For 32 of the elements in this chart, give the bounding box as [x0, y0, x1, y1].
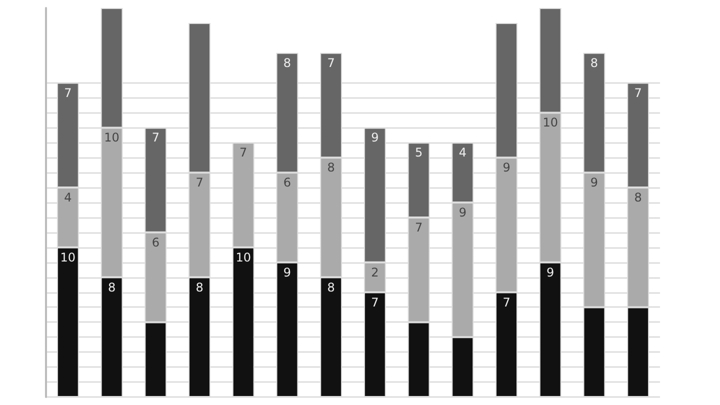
- data-label: 2: [371, 265, 379, 280]
- data-label: 9: [371, 130, 379, 145]
- data-label: 6: [283, 176, 292, 190]
- data-label: 8: [283, 56, 292, 70]
- data-label: 7: [152, 130, 160, 145]
- data-label: 7: [414, 220, 423, 234]
- data-label: 9: [502, 160, 510, 175]
- data-label: 8: [327, 160, 335, 175]
- data-label: 5: [414, 146, 423, 160]
- data-label: 8: [634, 190, 642, 205]
- data-label: 10: [60, 250, 76, 264]
- data-label: 9: [283, 265, 292, 280]
- data-label: 9: [590, 176, 598, 190]
- data-label: 7: [502, 295, 510, 310]
- data-label: 10: [542, 116, 558, 130]
- data-label: 7: [196, 176, 204, 190]
- data-label: 8: [108, 280, 116, 294]
- data-label: 6: [152, 235, 160, 250]
- data-label: 8: [590, 56, 598, 70]
- data-label: 10: [104, 130, 120, 145]
- data-label: 7: [240, 146, 248, 160]
- data-label: 8: [196, 280, 204, 294]
- data-label: 8: [327, 280, 335, 294]
- data-label: 7: [634, 86, 642, 100]
- data-label: 9: [458, 206, 466, 220]
- data-label: 9: [546, 265, 554, 280]
- data-label: 7: [64, 86, 72, 100]
- data-label: 4: [64, 190, 72, 205]
- data-label: 7: [371, 295, 379, 310]
- data-label: 10: [236, 250, 251, 264]
- data-label: 4: [458, 146, 466, 160]
- data-label: 7: [327, 56, 335, 70]
